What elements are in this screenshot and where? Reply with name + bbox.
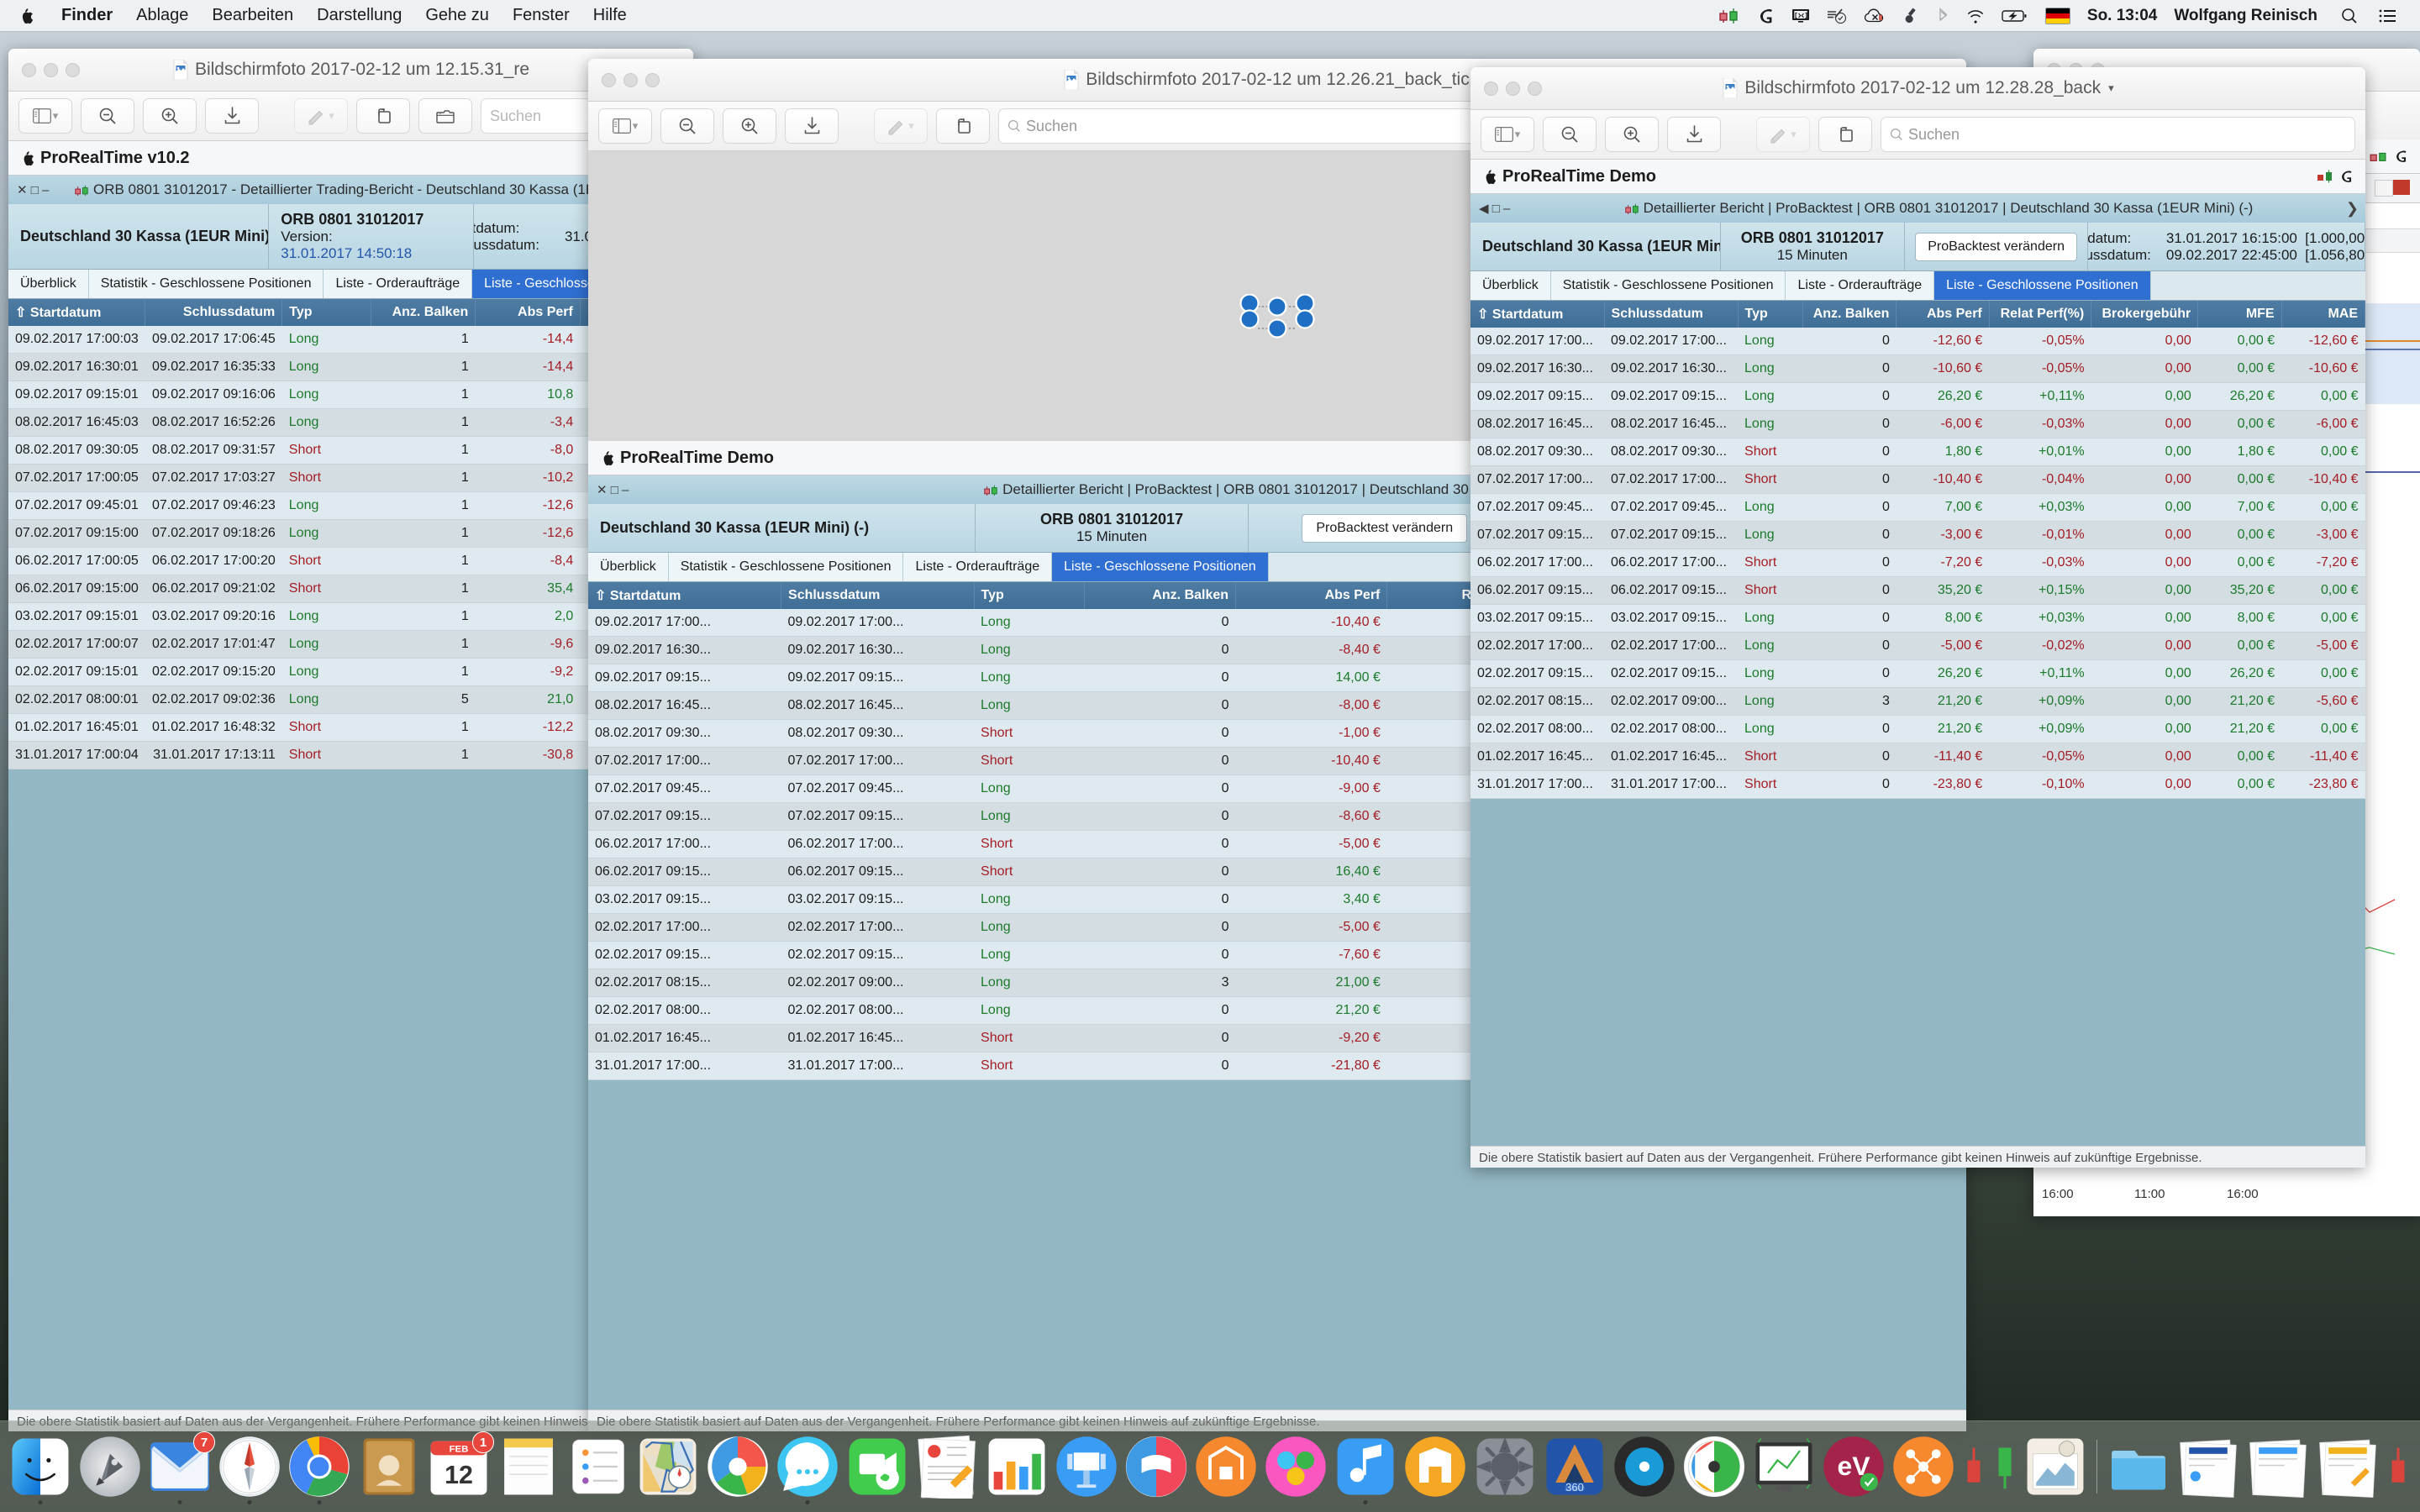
svg-text:12: 12 [445,1461,473,1489]
svg-text:FEB: FEB [450,1445,469,1455]
